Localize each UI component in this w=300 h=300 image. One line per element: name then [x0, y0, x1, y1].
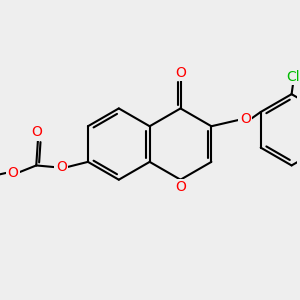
Text: O: O [31, 125, 42, 139]
Text: O: O [175, 66, 186, 80]
Text: O: O [8, 166, 19, 180]
Text: Cl: Cl [286, 70, 300, 84]
Text: O: O [175, 180, 186, 194]
Text: O: O [56, 160, 67, 174]
Text: O: O [240, 112, 251, 126]
